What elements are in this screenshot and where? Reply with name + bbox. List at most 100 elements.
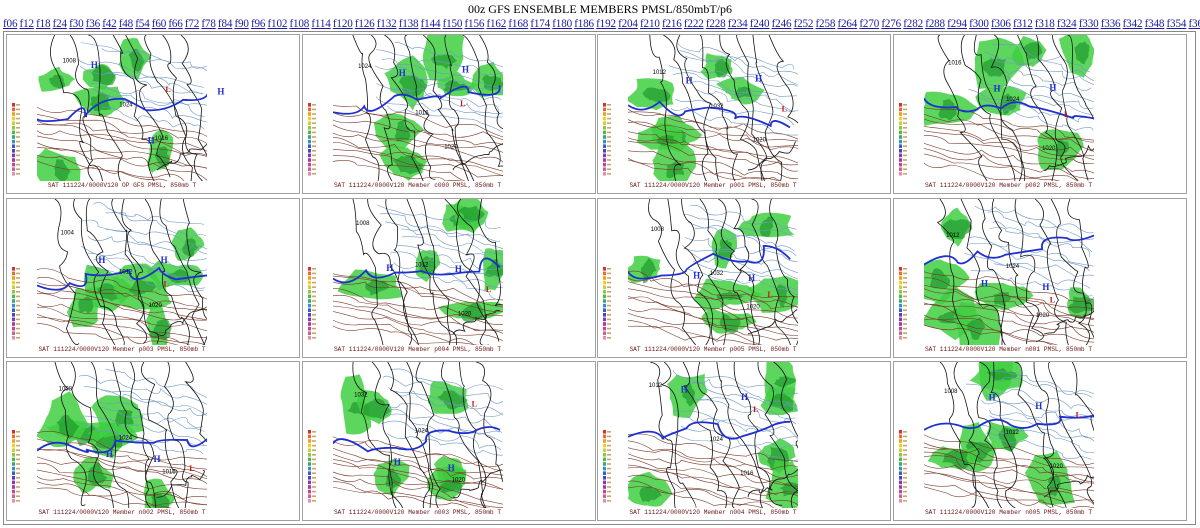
- ensemble-panel[interactable]: 1008 1024 1016 H H L SAT 111224/0000V120 Membe…: [6, 361, 300, 521]
- forecast-hour-link-f72[interactable]: f72: [184, 18, 200, 30]
- forecast-hour-link-f300[interactable]: f300: [969, 18, 989, 30]
- forecast-hour-link-f174[interactable]: f174: [530, 18, 551, 30]
- forecast-hour-link-f84[interactable]: f84: [217, 18, 233, 30]
- temperature-legend: [898, 266, 907, 340]
- forecast-hour-link-f90[interactable]: f90: [234, 18, 249, 30]
- forecast-hour-link-f222[interactable]: f222: [683, 18, 704, 30]
- ensemble-panel[interactable]: 1016 1024 1020 H H L SAT 111224/0000V120 Membe…: [892, 34, 1187, 194]
- legend-swatch: [898, 326, 902, 330]
- forecast-hour-link-f132[interactable]: f132: [376, 18, 397, 30]
- forecast-hour-link-f96[interactable]: f96: [250, 18, 266, 30]
- isobar: [991, 198, 1034, 344]
- forecast-hour-link-f06[interactable]: f06: [3, 18, 18, 30]
- forecast-hour-link-f108[interactable]: f108: [289, 18, 310, 30]
- forecast-hour-link-f162[interactable]: f162: [486, 18, 507, 30]
- forecast-hour-link-f126[interactable]: f126: [354, 18, 375, 30]
- cold-isotherm: [93, 257, 205, 289]
- forecast-hour-link-f216[interactable]: f216: [661, 18, 682, 30]
- forecast-hour-link-f252[interactable]: f252: [793, 18, 814, 30]
- freezing-line: [37, 266, 207, 291]
- forecast-hour-link-f30[interactable]: f30: [69, 18, 84, 30]
- forecast-hour-link-f264[interactable]: f264: [837, 18, 858, 30]
- forecast-hour-link-f348[interactable]: f348: [1144, 18, 1165, 30]
- legend-swatch: [603, 298, 606, 303]
- forecast-hour-link-f234[interactable]: f234: [727, 18, 748, 30]
- forecast-hour-link-f210[interactable]: f210: [640, 18, 660, 30]
- forecast-hour-link-f48[interactable]: f48: [118, 18, 134, 30]
- forecast-hour-link-f36[interactable]: f36: [85, 18, 100, 30]
- ensemble-panel[interactable]: 1012 1024 1020 H H L SAT 111224/0000V120 Membe…: [892, 197, 1187, 358]
- ensemble-panel[interactable]: 1008 1024 1016 H H H L SAT 111224/0000V120 OP G…: [6, 34, 300, 194]
- ensemble-panel[interactable]: 1032 1024 1020 H H L SAT 111224/0000V120 Membe…: [301, 361, 596, 521]
- heavy-precipitation-area: [942, 218, 972, 239]
- forecast-hour-link-f294[interactable]: f294: [947, 18, 967, 30]
- forecast-hour-link-f324[interactable]: f324: [1056, 18, 1077, 30]
- forecast-hour-link-f180[interactable]: f180: [552, 18, 573, 30]
- cold-isotherm: [105, 211, 206, 237]
- legend-swatch: [603, 271, 606, 275]
- forecast-hour-link-f150[interactable]: f150: [442, 18, 463, 30]
- forecast-hour-link-f306[interactable]: f306: [991, 18, 1011, 30]
- ensemble-panel[interactable]: 1008 1012 1020 H H L SAT 111224/0000V120 Membe…: [892, 361, 1187, 521]
- ensemble-panel[interactable]: 1008 1012 1020 H H L SAT 111224/0000V120 Membe…: [301, 197, 596, 358]
- ensemble-panel[interactable]: 1004 1012 1020 H H L SAT 111224/0000V120 Membe…: [6, 197, 300, 358]
- forecast-hour-link-f102[interactable]: f102: [267, 18, 288, 30]
- ensemble-panel[interactable]: 1024 1016 1020 H H L SAT 111224/0000V120 Membe…: [301, 34, 596, 194]
- forecast-hour-link-f168[interactable]: f168: [508, 18, 529, 30]
- pressure-label: 1020: [1035, 312, 1049, 318]
- forecast-hour-link-f114[interactable]: f114: [311, 18, 331, 30]
- forecast-hour-link-f144[interactable]: f144: [420, 18, 441, 30]
- warm-isotherm: [628, 296, 798, 332]
- legend-tick-label: [311, 444, 316, 447]
- forecast-hour-link-f312[interactable]: f312: [1012, 18, 1033, 30]
- legend-tick-label: [902, 490, 907, 493]
- legend-tick-label: [16, 449, 20, 451]
- legend-swatch: [898, 476, 902, 480]
- forecast-hour-link-f60[interactable]: f60: [151, 18, 167, 30]
- forecast-hour-link-f192[interactable]: f192: [596, 18, 616, 30]
- forecast-hour-link-f336[interactable]: f336: [1100, 18, 1121, 30]
- forecast-hour-link-f78[interactable]: f78: [201, 18, 216, 30]
- legend-tick-label: [607, 331, 611, 334]
- forecast-hour-link-f156[interactable]: f156: [464, 18, 485, 30]
- forecast-hour-link-f24[interactable]: f24: [52, 18, 67, 30]
- forecast-hour-link-f54[interactable]: f54: [135, 18, 150, 30]
- coastline: [747, 308, 798, 334]
- forecast-hour-link-f258[interactable]: f258: [815, 18, 836, 30]
- forecast-hour-link-f360[interactable]: f360: [1188, 18, 1200, 30]
- forecast-hour-link-f282[interactable]: f282: [903, 18, 924, 30]
- forecast-hour-link-f120[interactable]: f120: [332, 18, 353, 30]
- isobar: [406, 198, 451, 345]
- forecast-hour-link-f138[interactable]: f138: [398, 18, 419, 30]
- forecast-hour-link-f330[interactable]: f330: [1078, 18, 1099, 30]
- forecast-hour-link-f288[interactable]: f288: [925, 18, 945, 30]
- forecast-hour-link-f318[interactable]: f318: [1034, 18, 1055, 30]
- forecast-hour-link-f42[interactable]: f42: [102, 18, 117, 30]
- forecast-hour-link-f276[interactable]: f276: [881, 18, 902, 30]
- warm-isotherm: [923, 294, 1094, 326]
- legend-tick-label: [902, 500, 907, 502]
- forecast-hour-link-f240[interactable]: f240: [749, 18, 770, 30]
- forecast-hour-link-f66[interactable]: f66: [168, 18, 183, 30]
- legend-tick-label: [902, 440, 907, 442]
- forecast-hour-link-f246[interactable]: f246: [771, 18, 792, 30]
- ensemble-panel[interactable]: 1012 1032 1020 H H L SAT 111224/0000V120 Membe…: [597, 34, 891, 194]
- legend-swatch: [307, 466, 311, 471]
- legend-tick-label: [16, 486, 20, 488]
- high-pressure-marker: H: [686, 76, 693, 86]
- forecast-hour-link-f18[interactable]: f18: [36, 18, 51, 30]
- forecast-hour-link-f270[interactable]: f270: [859, 18, 880, 30]
- legend-swatch: [12, 326, 15, 330]
- forecast-hour-link-f228[interactable]: f228: [705, 18, 726, 30]
- ensemble-panel[interactable]: 1012 1024 1016 H H L SAT 111224/0000V120 Membe…: [597, 361, 891, 521]
- forecast-hour-link-f12[interactable]: f12: [19, 18, 34, 30]
- forecast-hour-link-f186[interactable]: f186: [574, 18, 594, 30]
- forecast-hour-link-f342[interactable]: f342: [1122, 18, 1143, 30]
- forecast-hour-link-f204[interactable]: f204: [618, 18, 638, 30]
- forecast-hour-link-f354[interactable]: f354: [1166, 18, 1187, 30]
- isobar: [371, 362, 403, 508]
- legend-tick-label: [902, 458, 907, 461]
- ensemble-panel[interactable]: 1008 1032 1020 H H L SAT 111224/0000V120 Membe…: [597, 197, 891, 358]
- isobar: [769, 198, 798, 345]
- warm-isotherm: [37, 302, 207, 331]
